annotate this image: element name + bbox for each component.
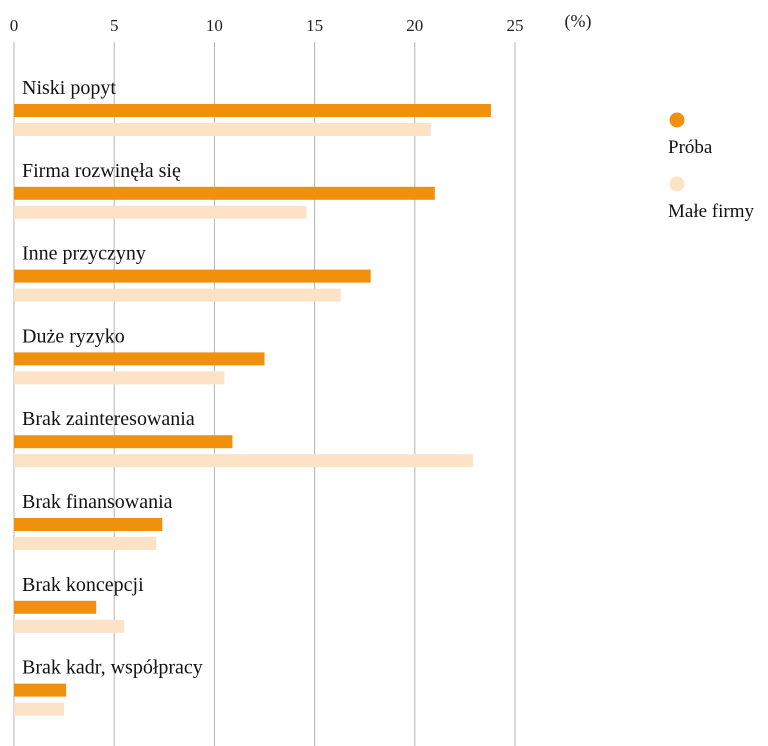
bar-proba [14, 683, 67, 697]
category-label: Brak finansowania [22, 491, 173, 513]
bar-proba [14, 518, 163, 531]
bar-proba [14, 269, 371, 283]
x-tick-label: 25 [507, 16, 524, 35]
category-label: Brak koncepcji [22, 574, 144, 596]
legend-marker [669, 176, 685, 192]
x-tick-label: 0 [10, 16, 19, 35]
legend-label: Małe firmy [668, 201, 755, 222]
category-group: Brak zainteresowania [14, 408, 473, 468]
bar-proba [14, 352, 265, 366]
bar-proba [14, 600, 97, 614]
bar-male-firmy [14, 619, 125, 633]
bar-male-firmy [14, 288, 341, 302]
x-tick-label: 10 [206, 16, 223, 35]
category-label: Brak kadr, współpracy [22, 657, 203, 679]
category-group: Brak kadr, współpracy [14, 657, 203, 716]
bar-proba [14, 104, 491, 117]
category-label: Brak zainteresowania [22, 408, 195, 430]
bar-groups: Niski popyt Firma rozwinęła się Inne przyc… [14, 77, 491, 716]
legend-marker [669, 112, 685, 128]
category-group: Inne przyczyny [14, 243, 371, 302]
x-tick-label: 15 [306, 16, 323, 35]
bar-male-firmy [14, 205, 307, 219]
x-tick-label: 20 [406, 16, 423, 35]
category-label: Inne przyczyny [22, 243, 146, 265]
category-label: Firma rozwinęła się [22, 160, 181, 182]
legend-label: Próba [668, 137, 713, 158]
x-axis-ticks: 0 5 10 15 20 25 [10, 16, 524, 35]
category-group: Niski popyt [14, 77, 491, 136]
category-group: Firma rozwinęła się [14, 160, 435, 219]
category-label: Niski popyt [22, 77, 116, 99]
bar-male-firmy [14, 702, 65, 716]
unit-label: (%) [565, 11, 592, 32]
bar-male-firmy [14, 371, 225, 385]
legend: Próba Małe firmy [668, 112, 755, 222]
bar-proba [14, 435, 233, 449]
bar-male-firmy [14, 454, 473, 468]
x-tick-label: 5 [110, 16, 119, 35]
bar-male-firmy [14, 123, 431, 136]
category-group: Brak finansowania [14, 491, 173, 550]
category-group: Brak koncepcji [14, 574, 144, 633]
category-group: Duże ryzyko [14, 325, 265, 385]
category-label: Duże ryzyko [22, 325, 125, 347]
grid-lines [13, 42, 516, 746]
bar-male-firmy [14, 537, 157, 550]
bar-proba [14, 186, 435, 200]
